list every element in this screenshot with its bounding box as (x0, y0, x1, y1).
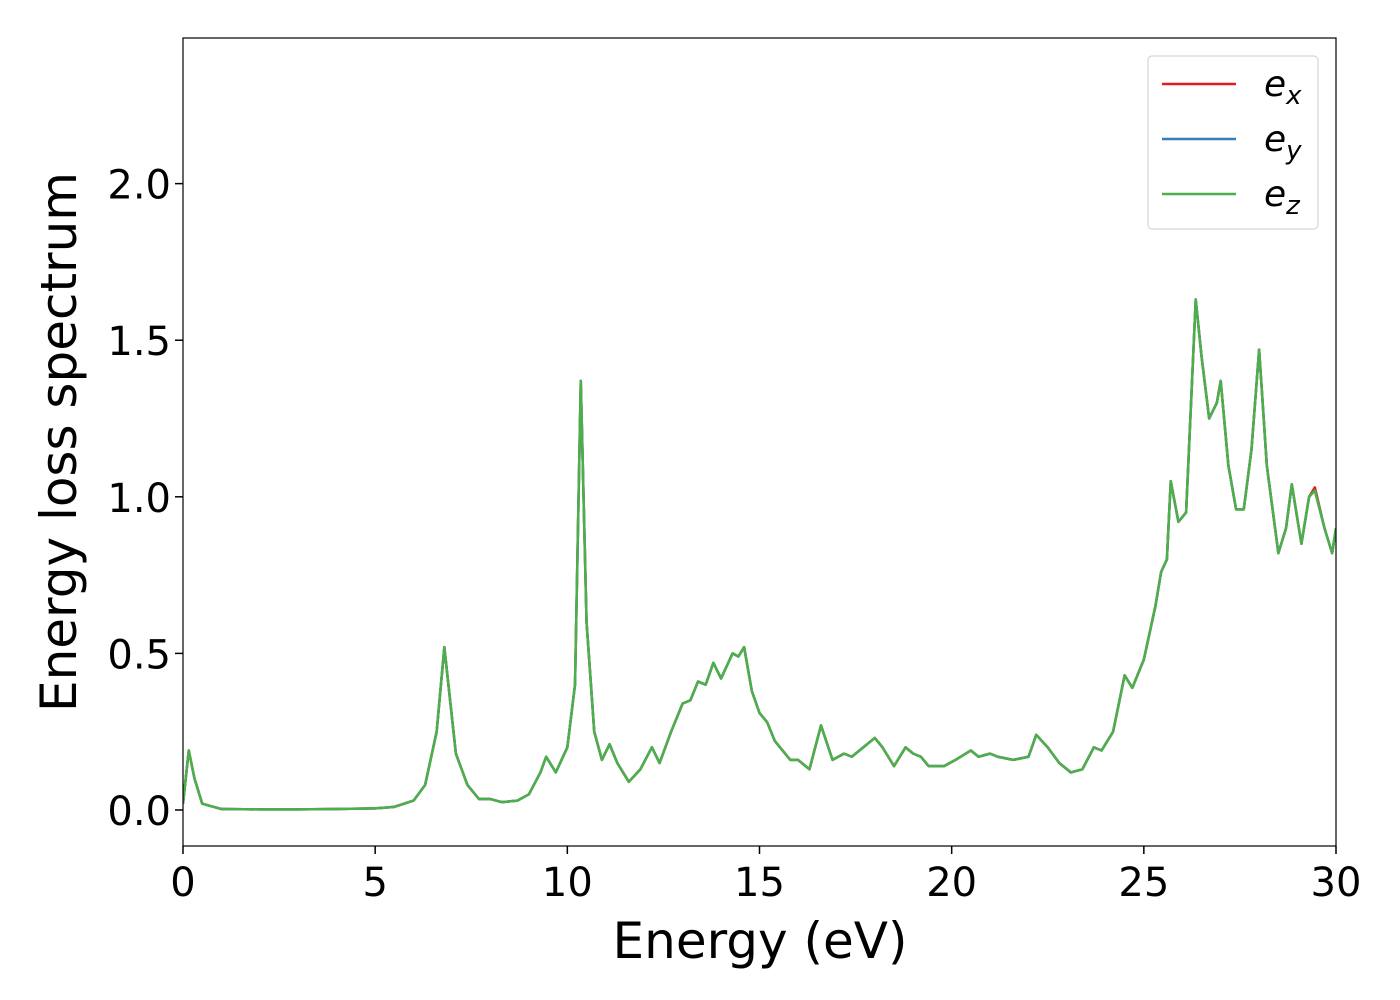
y-tick-label: 1.0 (107, 476, 171, 522)
legend-label: ez (1264, 174, 1301, 221)
y-tick-label: 2.0 (107, 163, 171, 209)
y-tick-label: 0.0 (107, 789, 171, 835)
series-line (183, 298, 1336, 811)
x-tick-label: 30 (1311, 860, 1362, 906)
x-tick-label: 0 (170, 860, 195, 906)
y-axis-label: Energy loss spectrum (30, 172, 88, 712)
y-tick-label: 0.5 (107, 632, 171, 678)
x-tick-label: 15 (734, 860, 785, 906)
legend-box (1147, 55, 1319, 230)
legend-label: ey (1264, 119, 1302, 166)
x-tick-label: 25 (1118, 860, 1169, 906)
x-tick-label: 20 (926, 860, 977, 906)
y-tick-label: 1.5 (107, 319, 171, 365)
x-tick-label: 5 (362, 860, 387, 906)
series-line (183, 298, 1336, 811)
series-line (183, 298, 1336, 811)
plot-frame (182, 37, 1337, 847)
x-axis-label: Energy (eV) (613, 912, 908, 970)
legend-label: ex (1264, 64, 1302, 111)
legend: ex ey ez (1147, 55, 1319, 230)
x-tick-label: 10 (542, 860, 593, 906)
